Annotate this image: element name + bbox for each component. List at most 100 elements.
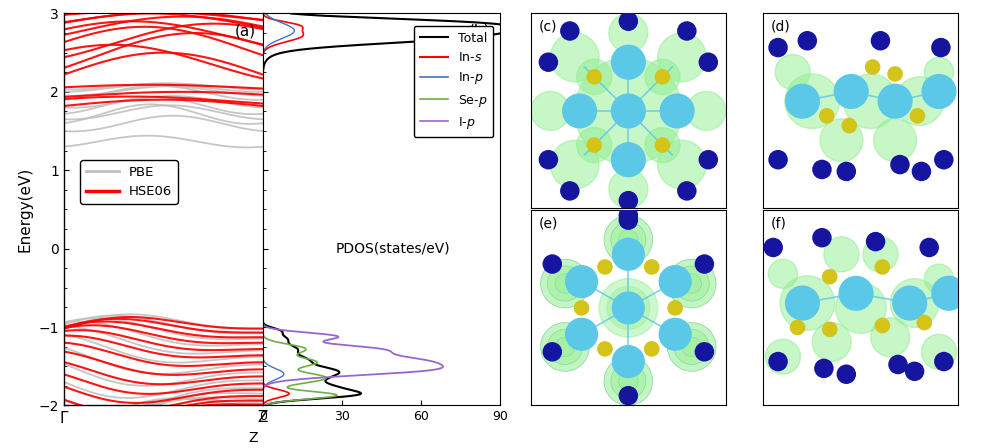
Circle shape	[612, 291, 645, 324]
Circle shape	[604, 357, 652, 405]
Circle shape	[822, 322, 838, 337]
Circle shape	[597, 341, 613, 357]
Circle shape	[667, 323, 716, 371]
Circle shape	[874, 119, 916, 162]
Circle shape	[765, 339, 800, 374]
Text: Z: Z	[248, 431, 258, 445]
Circle shape	[921, 74, 956, 109]
Circle shape	[604, 215, 652, 264]
Circle shape	[609, 169, 647, 208]
Circle shape	[865, 59, 880, 75]
Circle shape	[890, 155, 909, 174]
Circle shape	[550, 140, 599, 189]
Circle shape	[609, 13, 647, 52]
Circle shape	[682, 337, 701, 357]
Circle shape	[547, 266, 583, 301]
Circle shape	[645, 59, 680, 95]
Circle shape	[921, 334, 956, 369]
Circle shape	[550, 33, 599, 82]
Circle shape	[875, 318, 890, 333]
Legend: Total, In-$s$, In-$p$, Se-$p$, I-$p$: Total, In-$s$, In-$p$, Se-$p$, I-$p$	[414, 26, 493, 137]
Circle shape	[560, 181, 580, 201]
Circle shape	[839, 276, 874, 311]
Circle shape	[644, 341, 659, 357]
Circle shape	[916, 315, 932, 330]
Circle shape	[645, 128, 680, 163]
Circle shape	[924, 264, 954, 293]
Legend: PBE, HSE06: PBE, HSE06	[80, 160, 178, 203]
Circle shape	[812, 228, 832, 247]
Circle shape	[837, 162, 856, 181]
Circle shape	[541, 259, 590, 308]
Circle shape	[619, 206, 638, 225]
Circle shape	[812, 323, 852, 362]
Circle shape	[934, 352, 954, 371]
Circle shape	[842, 118, 857, 134]
Circle shape	[619, 230, 638, 250]
Circle shape	[658, 318, 692, 351]
Circle shape	[931, 38, 951, 57]
Circle shape	[866, 232, 885, 251]
Circle shape	[657, 140, 706, 189]
Circle shape	[677, 181, 697, 201]
Circle shape	[654, 69, 670, 85]
Circle shape	[674, 329, 709, 365]
Circle shape	[834, 74, 869, 109]
Circle shape	[611, 363, 645, 399]
Circle shape	[768, 150, 788, 169]
Circle shape	[695, 342, 714, 362]
Circle shape	[785, 285, 820, 321]
Y-axis label: Energy(eV): Energy(eV)	[18, 167, 32, 252]
Circle shape	[539, 150, 558, 169]
Circle shape	[824, 237, 859, 272]
Circle shape	[599, 279, 657, 337]
Text: (e): (e)	[539, 216, 558, 230]
Circle shape	[541, 323, 590, 371]
Circle shape	[562, 93, 597, 129]
Circle shape	[611, 222, 645, 257]
Circle shape	[836, 283, 886, 333]
Circle shape	[820, 119, 863, 162]
Circle shape	[612, 345, 645, 378]
Circle shape	[924, 57, 954, 86]
Circle shape	[531, 91, 570, 130]
Circle shape	[698, 150, 718, 169]
Circle shape	[611, 93, 645, 129]
Circle shape	[909, 108, 925, 124]
Circle shape	[539, 52, 558, 72]
Circle shape	[698, 52, 718, 72]
Circle shape	[607, 286, 649, 329]
Circle shape	[677, 21, 697, 41]
Circle shape	[911, 162, 931, 181]
Circle shape	[934, 150, 954, 169]
Circle shape	[904, 362, 924, 381]
Circle shape	[560, 21, 580, 41]
Circle shape	[555, 274, 575, 293]
Circle shape	[844, 74, 898, 129]
Circle shape	[574, 300, 590, 316]
Text: (d): (d)	[771, 19, 791, 33]
Circle shape	[674, 266, 709, 301]
Circle shape	[657, 33, 706, 82]
Circle shape	[658, 265, 692, 298]
Circle shape	[611, 45, 645, 80]
Circle shape	[837, 365, 856, 384]
Circle shape	[895, 77, 944, 125]
Circle shape	[654, 137, 670, 153]
Circle shape	[619, 211, 638, 230]
Circle shape	[878, 84, 912, 119]
Circle shape	[814, 359, 834, 378]
Circle shape	[768, 352, 788, 371]
Circle shape	[587, 69, 602, 85]
Text: (b): (b)	[469, 23, 490, 38]
Circle shape	[785, 84, 820, 119]
Circle shape	[619, 191, 638, 211]
Circle shape	[542, 342, 562, 362]
Circle shape	[682, 274, 701, 293]
Circle shape	[768, 259, 798, 289]
Circle shape	[919, 238, 939, 257]
Circle shape	[775, 54, 810, 90]
Circle shape	[888, 355, 907, 374]
Circle shape	[763, 238, 783, 257]
Circle shape	[612, 238, 645, 271]
